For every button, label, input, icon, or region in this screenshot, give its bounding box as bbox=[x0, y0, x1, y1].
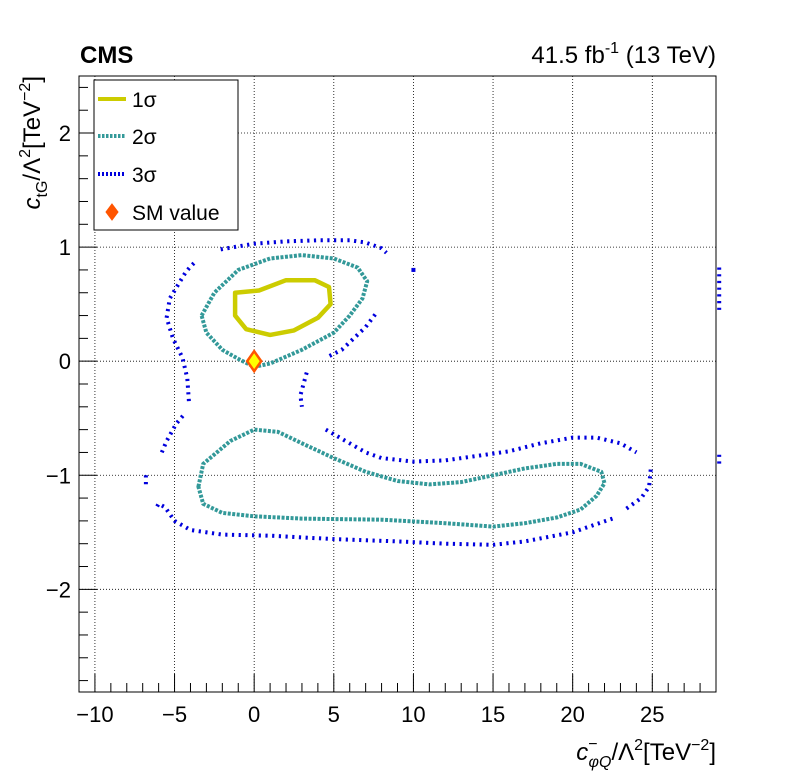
legend-entry-1sigma: 1σ bbox=[98, 89, 157, 112]
luminosity-label: 41.5 fb-1 (13 TeV) bbox=[531, 40, 716, 69]
contour-point bbox=[411, 267, 416, 272]
luminosity-exponent: -1 bbox=[605, 40, 619, 57]
contour-line bbox=[624, 469, 653, 512]
svg-text:1σ: 1σ bbox=[132, 89, 157, 112]
x-tick-label: 5 bbox=[328, 702, 340, 727]
y-tick-label: 2 bbox=[59, 121, 71, 146]
x-tick-label: 0 bbox=[248, 702, 260, 727]
contour-line bbox=[159, 411, 188, 454]
legend: 1σ 2σ 3σ SM value bbox=[93, 79, 239, 231]
luminosity-value: 41.5 fb bbox=[531, 42, 604, 69]
svg-text:2σ: 2σ bbox=[132, 126, 157, 149]
x-tick-label: 10 bbox=[401, 702, 425, 727]
axis-ticks bbox=[78, 86, 717, 692]
x-tick-label: 20 bbox=[560, 702, 584, 727]
contour-series-2sigma bbox=[196, 253, 607, 529]
legend-box bbox=[93, 79, 239, 231]
svg-text:SM value: SM value bbox=[132, 202, 220, 225]
y-tick-label: 0 bbox=[59, 349, 71, 374]
x-axis-title: c− φQ/Λ2[TeV−2] bbox=[576, 736, 716, 771]
svg-text:3σ: 3σ bbox=[132, 164, 157, 187]
energy-value: (13 TeV) bbox=[626, 42, 716, 69]
x-tick-label: 25 bbox=[640, 702, 664, 727]
legend-entry-3sigma: 3σ bbox=[98, 164, 157, 187]
sm-diamond-icon bbox=[105, 203, 119, 221]
contour-series-1sigma bbox=[232, 277, 333, 338]
x-tick-label: −5 bbox=[162, 702, 187, 727]
y-axis-title: ctG/Λ2[TeV−2] bbox=[17, 76, 51, 209]
sm-point-marker bbox=[245, 349, 263, 374]
contour-plot-area bbox=[143, 238, 722, 547]
contour-line bbox=[324, 313, 377, 360]
contour-line bbox=[164, 260, 197, 402]
contour-line bbox=[232, 277, 333, 338]
contour-line bbox=[199, 253, 370, 369]
contour-series-3sigma bbox=[143, 238, 722, 547]
experiment-label: CMS bbox=[80, 42, 133, 69]
y-tick-label: −2 bbox=[46, 577, 71, 602]
legend-entry-sm-value: SM value bbox=[105, 202, 220, 225]
contour-line bbox=[196, 427, 607, 529]
x-tick-label: −10 bbox=[76, 702, 113, 727]
legend-entry-2sigma: 2σ bbox=[98, 126, 157, 149]
x-tick-label: 15 bbox=[481, 702, 505, 727]
y-tick-label: −1 bbox=[46, 463, 71, 488]
y-tick-label: 1 bbox=[59, 235, 71, 260]
